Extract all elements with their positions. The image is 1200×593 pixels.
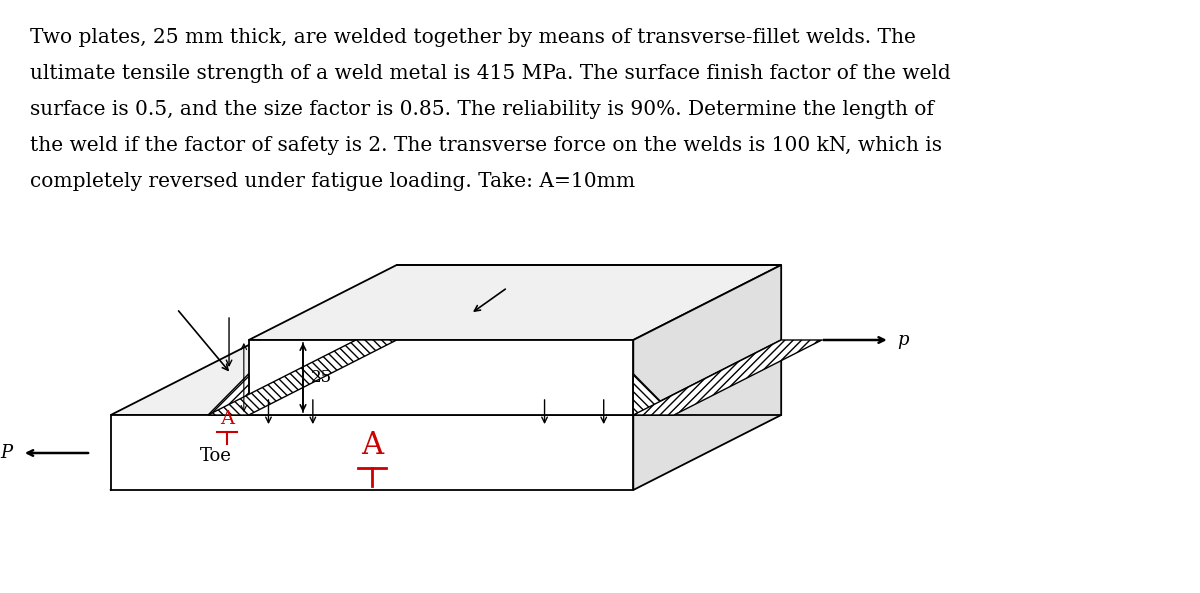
- Polygon shape: [110, 415, 634, 490]
- Text: surface is 0.5, and the size factor is 0.85. The reliability is 90%. Determine t: surface is 0.5, and the size factor is 0…: [30, 100, 934, 119]
- Text: the weld if the factor of safety is 2. The transverse force on the welds is 100 : the weld if the factor of safety is 2. T…: [30, 136, 942, 155]
- Polygon shape: [634, 374, 674, 415]
- Text: completely reversed under fatigue loading. Take: A=10mm: completely reversed under fatigue loadin…: [30, 172, 635, 191]
- Text: A: A: [361, 430, 383, 461]
- Text: 25: 25: [311, 369, 332, 386]
- Polygon shape: [634, 265, 781, 415]
- Polygon shape: [634, 340, 822, 415]
- Polygon shape: [208, 374, 248, 415]
- Text: p: p: [898, 331, 910, 349]
- Polygon shape: [110, 340, 781, 415]
- Text: Two plates, 25 mm thick, are welded together by means of transverse-fillet welds: Two plates, 25 mm thick, are welded toge…: [30, 28, 916, 47]
- Polygon shape: [248, 340, 634, 415]
- Polygon shape: [634, 340, 781, 490]
- Text: Toe: Toe: [199, 447, 232, 466]
- Polygon shape: [208, 340, 397, 415]
- Polygon shape: [248, 265, 781, 340]
- Text: ultimate tensile strength of a weld metal is 415 MPa. The surface finish factor : ultimate tensile strength of a weld meta…: [30, 64, 950, 83]
- Text: A: A: [220, 410, 234, 428]
- Text: P: P: [0, 444, 12, 462]
